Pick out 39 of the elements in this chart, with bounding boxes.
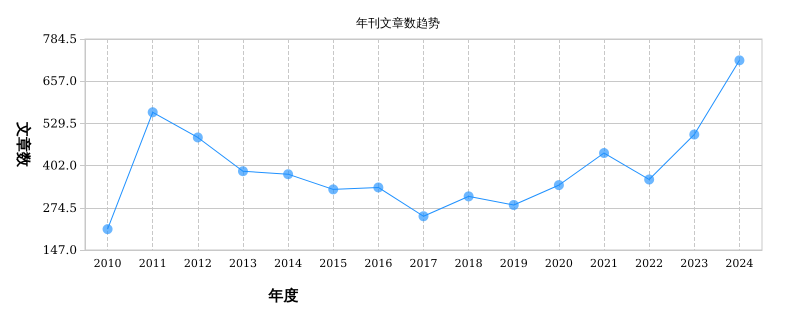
- point: [283, 169, 294, 180]
- point: [464, 191, 474, 202]
- point: [644, 174, 654, 184]
- point: [689, 129, 700, 140]
- x-tick-label: 2013: [228, 257, 257, 270]
- x-tick-label: 2021: [590, 257, 618, 270]
- x-tick-label: 2011: [138, 257, 167, 270]
- point: [599, 148, 610, 158]
- x-tick-label: 2015: [319, 257, 348, 270]
- point: [554, 180, 564, 190]
- x-tick-label: 2018: [454, 257, 483, 270]
- x-tick-label: 2017: [410, 257, 438, 270]
- point: [148, 107, 158, 118]
- point: [734, 55, 744, 66]
- x-tick-label: 2024: [725, 257, 754, 270]
- y-tick-label: 147.0: [42, 243, 77, 257]
- point: [238, 166, 248, 176]
- y-tick-label: 784.5: [42, 32, 77, 46]
- x-tick-label: 2019: [500, 257, 528, 270]
- point: [418, 211, 428, 222]
- y-axis-title: 文章数: [14, 121, 32, 168]
- x-axis-title: 年度: [268, 286, 298, 304]
- point: [102, 224, 113, 234]
- x-tick-label: 2020: [544, 257, 573, 270]
- x-tick-label: 2022: [635, 257, 664, 270]
- y-tick-label: 529.5: [42, 116, 77, 130]
- x-tick-label: 2016: [364, 257, 392, 270]
- point: [508, 200, 519, 210]
- x-tick-label: 2014: [274, 257, 302, 270]
- chart-title: 年刊文章数趋势: [356, 16, 440, 30]
- point: [373, 182, 384, 192]
- y-tick-label: 657.0: [42, 74, 77, 88]
- x-tick-label: 2023: [680, 257, 708, 270]
- x-tick-label: 2010: [94, 257, 122, 270]
- point: [192, 132, 203, 142]
- x-tick-label: 2012: [184, 257, 212, 270]
- y-tick-label: 402.0: [42, 158, 77, 173]
- y-tick-label: 274.5: [42, 200, 77, 215]
- point: [328, 184, 338, 194]
